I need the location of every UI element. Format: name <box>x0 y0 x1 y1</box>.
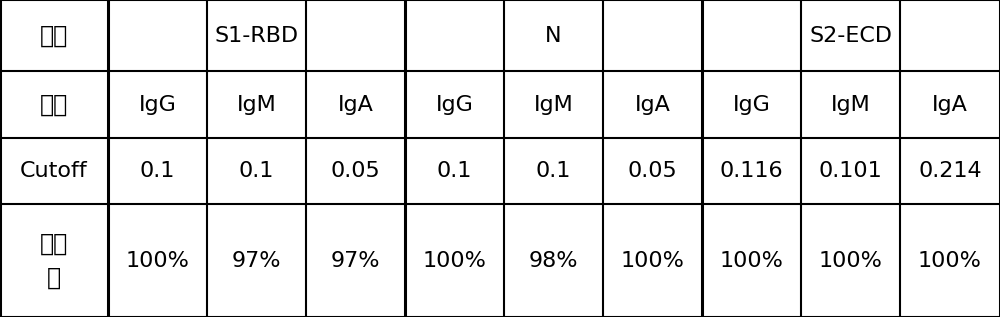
Text: 0.116: 0.116 <box>720 161 783 181</box>
Text: N: N <box>545 26 562 46</box>
Text: IgA: IgA <box>338 94 373 115</box>
Text: IgG: IgG <box>139 94 176 115</box>
Text: 100%: 100% <box>621 251 684 271</box>
Text: 蛋白: 蛋白 <box>40 24 68 48</box>
Text: 0.05: 0.05 <box>628 161 677 181</box>
Text: 0.1: 0.1 <box>239 161 274 181</box>
Text: IgA: IgA <box>932 94 968 115</box>
Text: 100%: 100% <box>918 251 982 271</box>
Text: IgM: IgM <box>237 94 276 115</box>
Text: 0.214: 0.214 <box>918 161 982 181</box>
Text: 100%: 100% <box>126 251 189 271</box>
Text: S2-ECD: S2-ECD <box>810 26 893 46</box>
Text: IgM: IgM <box>534 94 573 115</box>
Text: 抗体: 抗体 <box>40 93 68 117</box>
Text: 0.1: 0.1 <box>437 161 472 181</box>
Text: 0.101: 0.101 <box>819 161 882 181</box>
Text: IgA: IgA <box>635 94 670 115</box>
Text: 0.1: 0.1 <box>140 161 175 181</box>
Text: 97%: 97% <box>331 251 380 271</box>
Text: 100%: 100% <box>423 251 486 271</box>
Text: IgM: IgM <box>831 94 870 115</box>
Text: IgG: IgG <box>733 94 770 115</box>
Text: S1-RBD: S1-RBD <box>214 26 299 46</box>
Text: 98%: 98% <box>529 251 578 271</box>
Text: 100%: 100% <box>720 251 783 271</box>
Text: 特异
度: 特异 度 <box>40 232 68 289</box>
Text: 0.1: 0.1 <box>536 161 571 181</box>
Text: Cutoff: Cutoff <box>20 161 88 181</box>
Text: 97%: 97% <box>232 251 281 271</box>
Text: IgG: IgG <box>436 94 473 115</box>
Text: 100%: 100% <box>819 251 882 271</box>
Text: 0.05: 0.05 <box>331 161 380 181</box>
